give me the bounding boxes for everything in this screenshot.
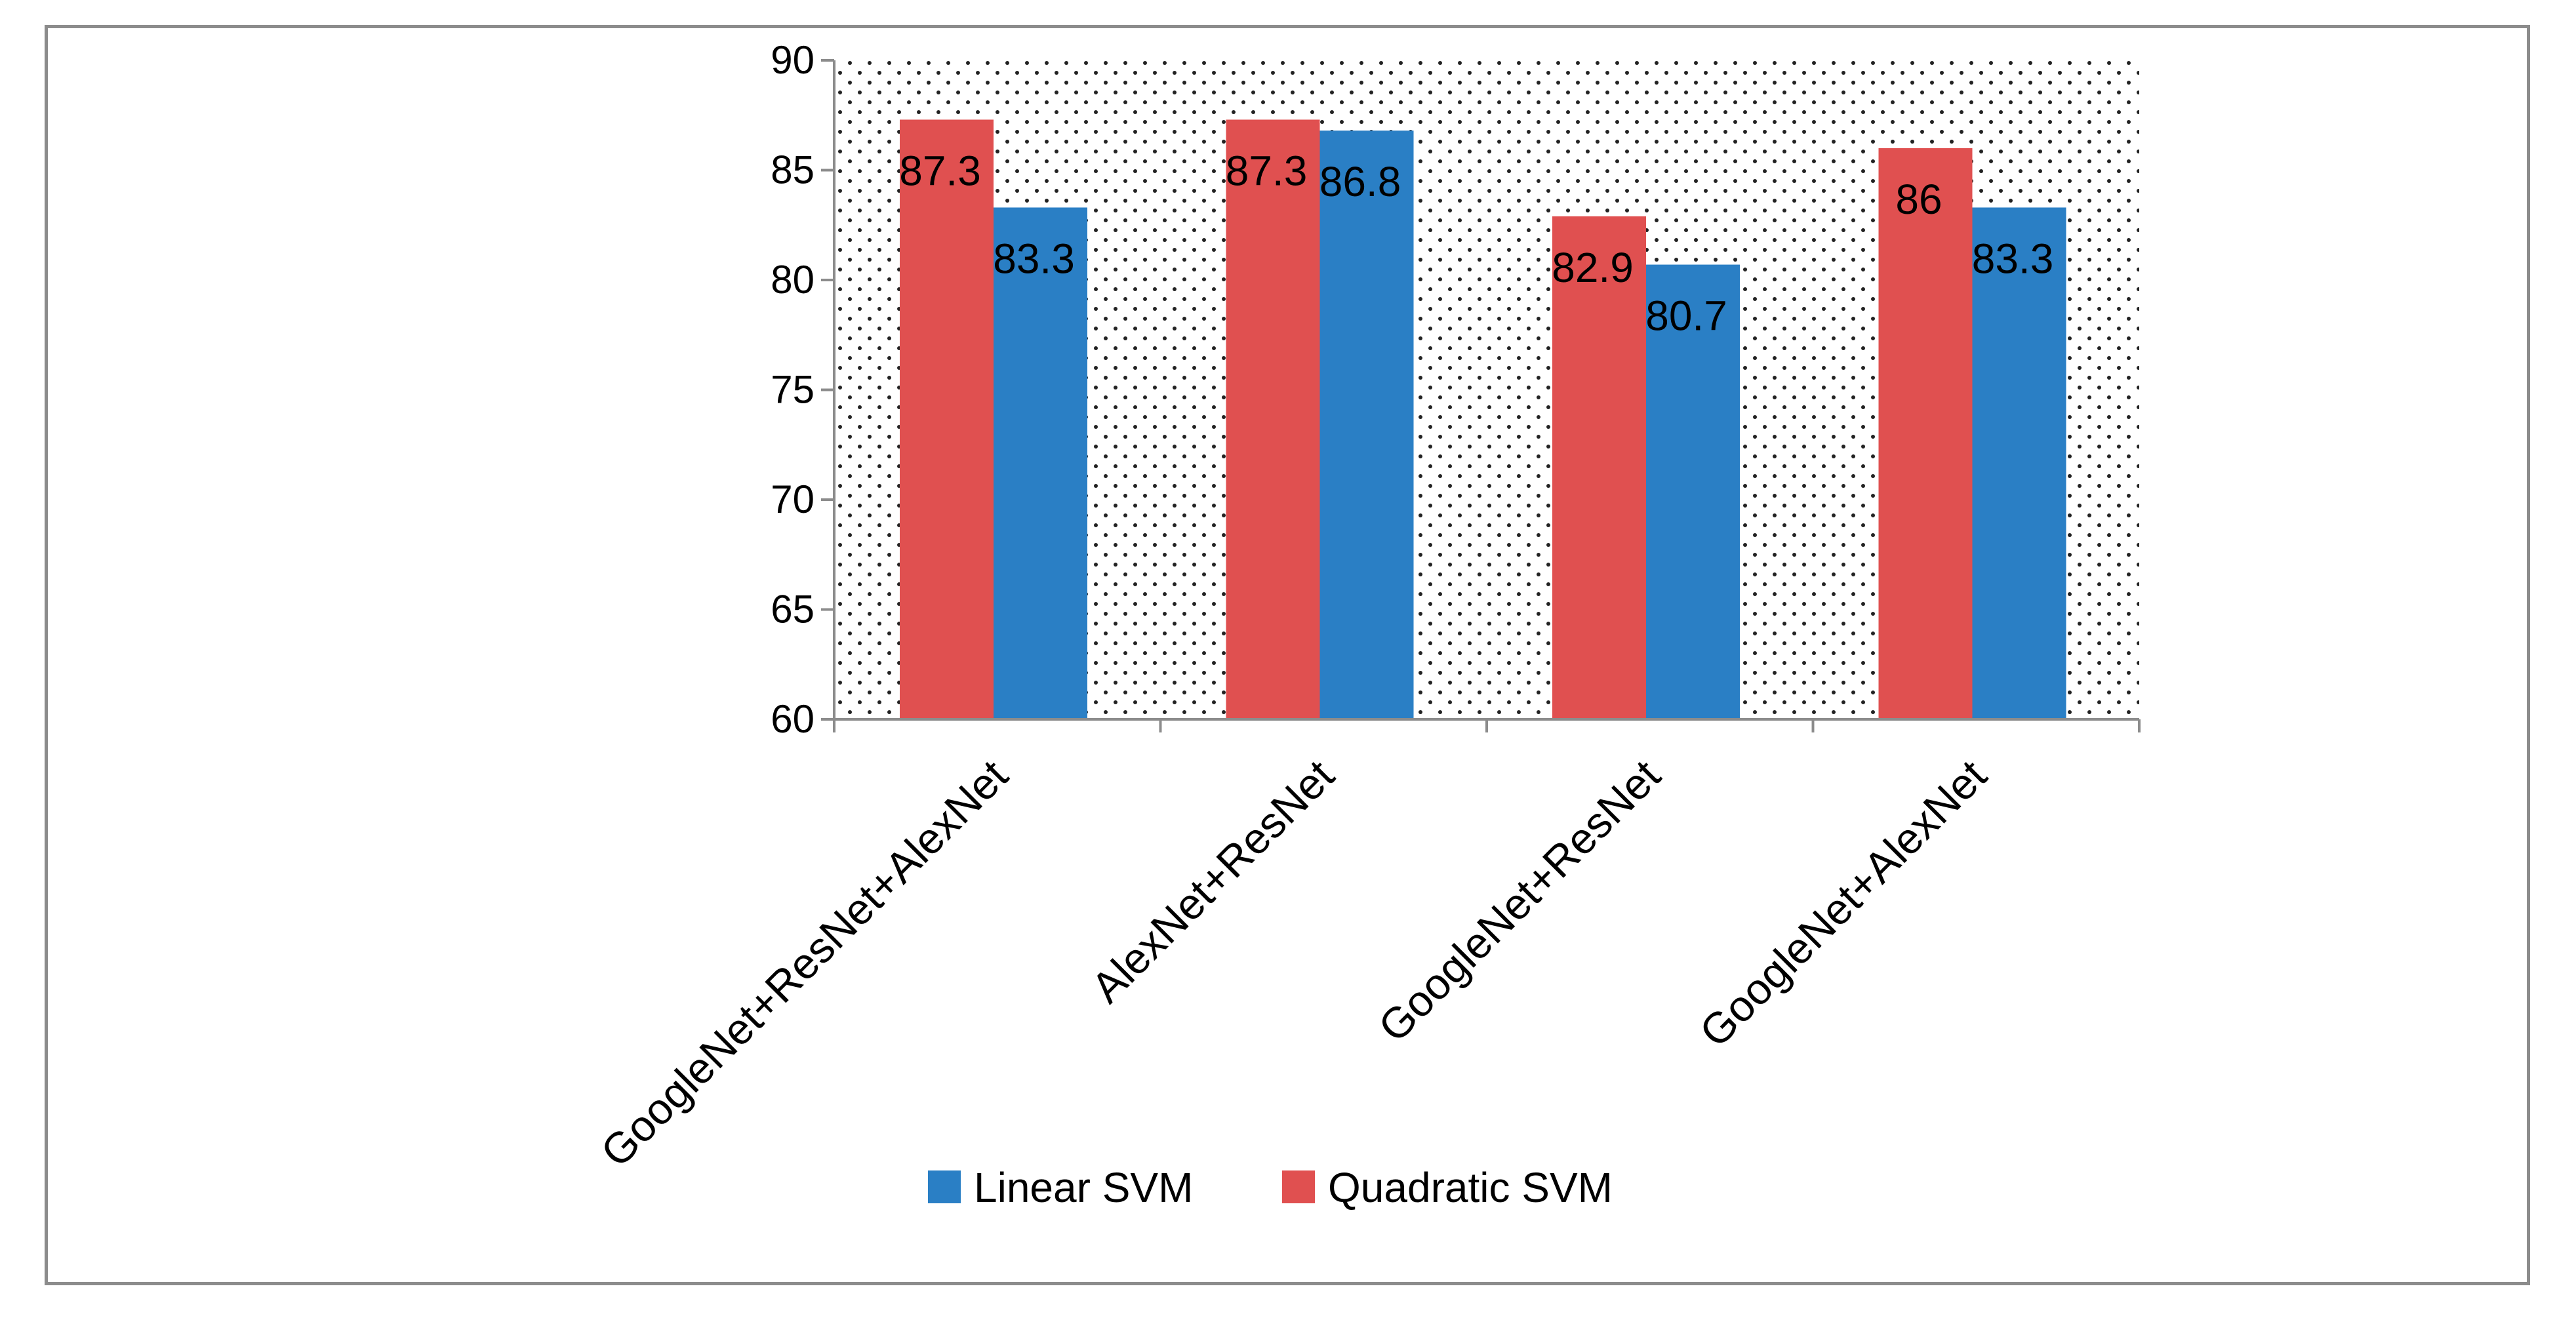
legend-label-quadratic-svm: Quadratic SVM [1328,1164,1613,1211]
data-label-linear-svm-3: 83.3 [1972,235,2054,282]
data-label-quadratic-svm-1: 87.3 [1226,147,1308,194]
bar-linear-svm-2 [1646,264,1740,719]
bar-quadratic-svm-2 [1552,216,1646,720]
y-tick-label-70: 70 [771,477,815,521]
y-tick-label-85: 85 [771,148,815,192]
x-category-label-1: AlexNet+ResNet [1082,751,1344,1012]
legend-swatch-linear-svm [928,1170,961,1203]
y-tick-label-65: 65 [771,588,815,631]
y-tick-label-80: 80 [771,258,815,302]
bar-linear-svm-0 [994,207,1087,719]
legend-swatch-quadratic-svm [1282,1170,1315,1203]
y-tick-label-90: 90 [771,38,815,82]
legend-label-linear-svm: Linear SVM [974,1164,1193,1211]
x-category-label-2: GoogleNet+ResNet [1369,751,1669,1051]
bar-quadratic-svm-1 [1226,119,1320,719]
bar-linear-svm-3 [1972,207,2066,719]
y-tick-label-60: 60 [771,697,815,741]
bar-linear-svm-1 [1319,130,1414,719]
bar-quadratic-svm-0 [900,119,994,719]
x-category-label-0: GoogleNet+ResNet+AlexNet [592,751,1017,1176]
y-tick-label-75: 75 [771,368,815,412]
data-label-quadratic-svm-0: 87.3 [899,147,981,194]
data-label-quadratic-svm-3: 86 [1895,176,1942,223]
data-label-linear-svm-1: 86.8 [1319,158,1401,205]
data-label-quadratic-svm-2: 82.9 [1552,244,1634,291]
bar-quadratic-svm-3 [1878,148,1973,719]
data-label-linear-svm-2: 80.7 [1645,292,1727,340]
x-category-label-3: GoogleNet+AlexNet [1690,751,1996,1056]
data-label-linear-svm-0: 83.3 [993,235,1075,282]
